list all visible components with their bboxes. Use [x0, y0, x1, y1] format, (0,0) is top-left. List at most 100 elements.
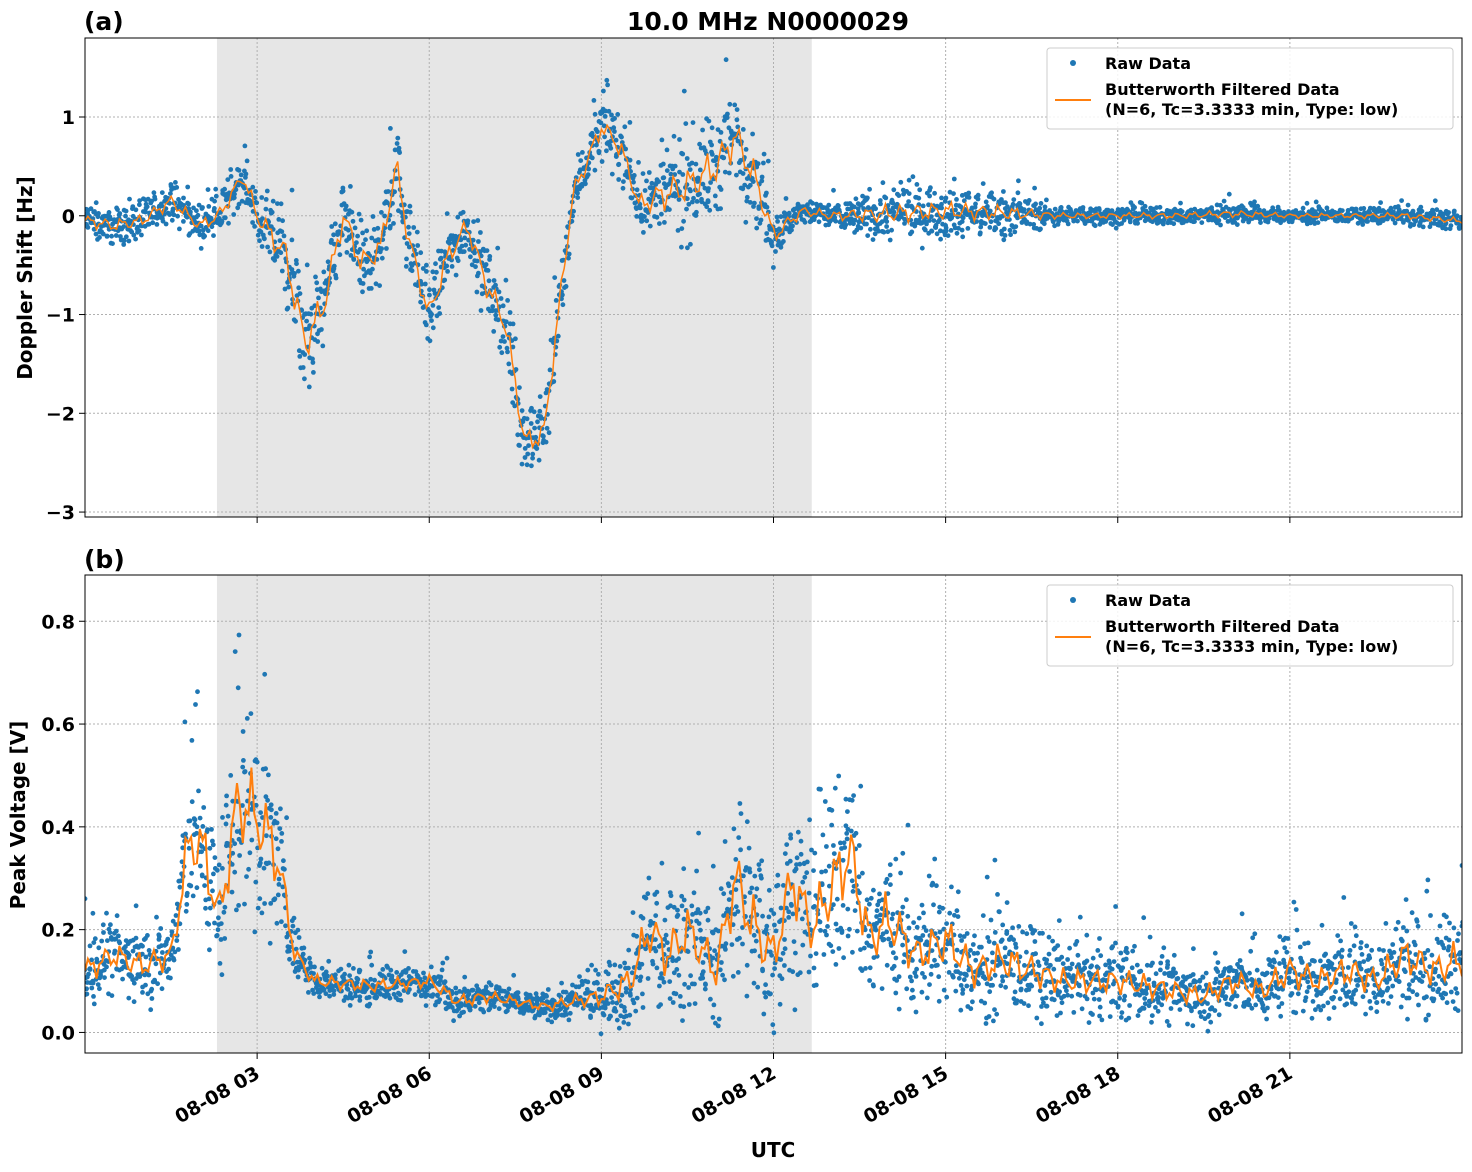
raw-data-point	[976, 981, 981, 987]
raw-data-point	[717, 967, 723, 973]
raw-data-point	[109, 993, 115, 998]
raw-data-point	[1041, 1000, 1046, 1006]
raw-data-point	[237, 853, 243, 858]
raw-data-point	[1266, 216, 1272, 222]
raw-data-point	[567, 1010, 573, 1016]
raw-data-point	[353, 993, 358, 999]
raw-data-point	[927, 193, 932, 199]
raw-data-point	[198, 246, 204, 251]
raw-data-point	[811, 965, 817, 971]
raw-data-point	[818, 786, 823, 792]
raw-data-point	[301, 945, 307, 951]
raw-data-point	[287, 956, 292, 962]
legend-box	[1046, 47, 1454, 130]
raw-data-point	[231, 195, 237, 201]
raw-data-point	[100, 231, 106, 237]
raw-data-point	[705, 905, 711, 911]
raw-data-point	[506, 361, 512, 367]
raw-data-point	[595, 980, 600, 986]
raw-data-point	[127, 196, 132, 202]
raw-data-point	[370, 982, 375, 988]
raw-data-point	[685, 245, 690, 251]
raw-data-point	[104, 910, 109, 916]
raw-data-point	[595, 129, 600, 135]
raw-data-point	[622, 1008, 628, 1014]
raw-data-point	[94, 956, 100, 962]
raw-data-point	[89, 985, 95, 991]
raw-data-point	[829, 807, 835, 813]
raw-data-point	[163, 221, 169, 227]
raw-data-point	[304, 262, 310, 268]
raw-data-point	[687, 167, 693, 173]
raw-data-point	[740, 186, 746, 192]
raw-data-point	[874, 908, 880, 914]
raw-data-point	[620, 185, 626, 191]
raw-data-point	[495, 317, 501, 323]
raw-data-point	[605, 82, 610, 88]
raw-data-point	[1012, 989, 1018, 995]
raw-data-point	[263, 794, 269, 800]
raw-data-point	[782, 946, 788, 952]
raw-data-point	[939, 205, 944, 211]
raw-data-point	[502, 339, 507, 344]
raw-data-point	[368, 976, 374, 982]
raw-data-point	[770, 1022, 776, 1028]
raw-data-point	[1420, 224, 1426, 230]
raw-data-point	[505, 1008, 510, 1014]
raw-data-point	[773, 249, 778, 254]
raw-data-point	[510, 321, 516, 327]
raw-data-point	[716, 1016, 722, 1022]
raw-data-point	[186, 201, 192, 207]
raw-data-point	[1111, 959, 1117, 964]
raw-data-point	[1098, 953, 1104, 959]
raw-data-point	[136, 228, 142, 234]
raw-data-point	[145, 991, 151, 997]
raw-data-point	[697, 167, 703, 173]
raw-data-point	[1430, 207, 1435, 213]
raw-data-point	[754, 216, 759, 222]
raw-data-point	[1035, 959, 1041, 965]
raw-data-point	[278, 201, 284, 207]
raw-data-point	[513, 367, 519, 372]
raw-data-point	[858, 947, 863, 952]
raw-data-point	[643, 895, 649, 901]
raw-data-point	[430, 269, 436, 275]
raw-data-point	[350, 218, 356, 224]
raw-data-point	[610, 1000, 615, 1005]
raw-data-point	[379, 246, 384, 252]
raw-data-point	[744, 962, 750, 968]
raw-data-point	[563, 989, 569, 995]
raw-data-point	[1153, 971, 1159, 977]
raw-data-point	[133, 207, 139, 213]
legend-filtered-label: Butterworth Filtered Data	[1105, 80, 1340, 99]
raw-data-point	[677, 994, 683, 999]
raw-data-point	[752, 948, 757, 954]
raw-data-point	[1308, 220, 1313, 226]
raw-data-point	[764, 190, 769, 196]
raw-data-point	[1107, 960, 1112, 966]
raw-data-point	[874, 921, 879, 926]
raw-data-point	[840, 857, 846, 863]
raw-data-point	[236, 632, 242, 638]
raw-data-point	[169, 929, 175, 935]
raw-data-point	[900, 904, 906, 910]
raw-data-point	[844, 836, 850, 842]
raw-data-point	[744, 993, 750, 999]
raw-data-point	[253, 189, 258, 194]
raw-data-point	[784, 226, 790, 232]
raw-data-point	[711, 1002, 717, 1008]
raw-data-point	[1205, 1028, 1211, 1034]
raw-data-point	[1011, 197, 1017, 203]
raw-data-point	[851, 204, 857, 210]
raw-data-point	[871, 887, 876, 893]
raw-data-point	[291, 915, 297, 921]
raw-data-point	[243, 171, 249, 177]
raw-data-point	[254, 759, 260, 765]
raw-data-point	[263, 206, 269, 212]
raw-data-point	[360, 281, 366, 286]
raw-data-point	[890, 950, 896, 956]
raw-data-point	[598, 1031, 604, 1037]
raw-data-point	[966, 190, 972, 196]
raw-data-point	[662, 917, 668, 923]
raw-data-point	[781, 883, 786, 888]
